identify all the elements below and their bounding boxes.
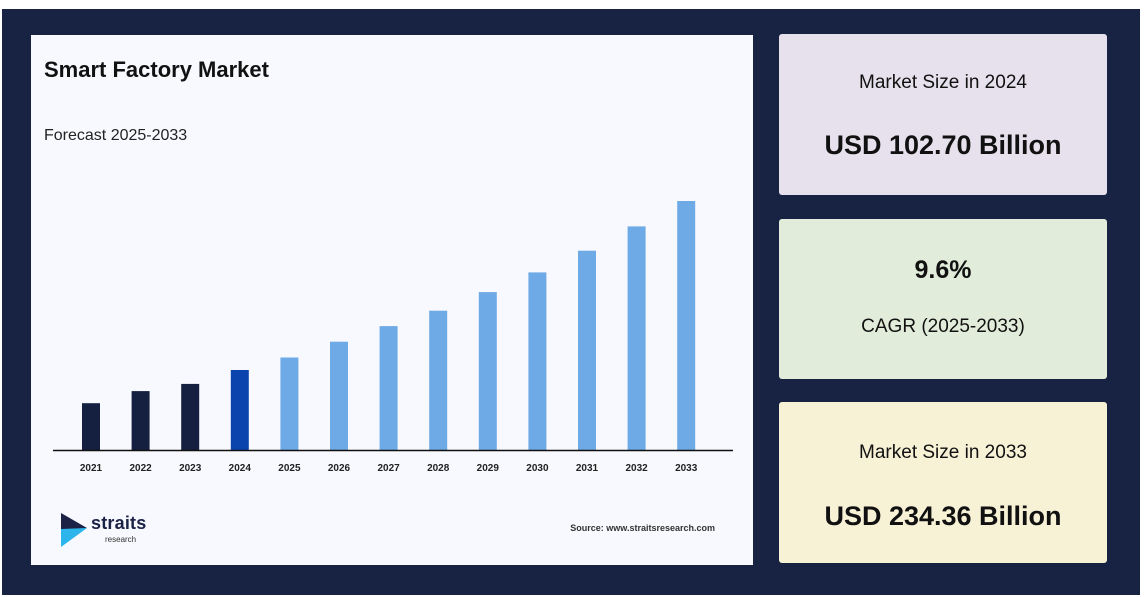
x-tick-label-2022: 2022 — [129, 463, 152, 474]
bar-2027 — [379, 326, 398, 450]
x-tick-label-2025: 2025 — [278, 463, 301, 474]
straits-logo: straits research — [59, 511, 169, 551]
infographic-frame: Smart Factory Market Forecast 2025-2033 … — [2, 9, 1140, 595]
straits-logo-icon — [61, 513, 87, 547]
bar-2030 — [528, 272, 547, 450]
x-tick-label-2029: 2029 — [477, 463, 500, 474]
market-size-2024-card: Market Size in 2024 USD 102.70 Billion — [779, 34, 1107, 195]
x-tick-label-2031: 2031 — [576, 463, 599, 474]
bar-2023 — [181, 383, 200, 450]
bar-2028 — [429, 310, 448, 450]
bar-2024 — [230, 370, 249, 450]
bar-2031 — [578, 250, 596, 450]
bar-2029 — [478, 292, 497, 450]
bar-2026 — [330, 341, 348, 450]
bar-2022 — [131, 391, 150, 450]
cagr-label: CAGR (2025-2033) — [861, 316, 1025, 337]
market-size-2033-label: Market Size in 2033 — [859, 442, 1027, 463]
market-size-2033-value: USD 234.36 Billion — [824, 501, 1062, 531]
chart-title: Smart Factory Market — [44, 57, 269, 82]
x-tick-label-2033: 2033 — [675, 463, 698, 474]
market-size-2033-card: Market Size in 2033 USD 234.36 Billion — [779, 402, 1107, 563]
logo-tagline: research — [105, 535, 137, 544]
x-tick-label-2021: 2021 — [80, 463, 103, 474]
market-size-2024-value: USD 102.70 Billion — [824, 130, 1062, 160]
x-tick-label-2030: 2030 — [526, 463, 549, 474]
bar-2032 — [627, 226, 646, 450]
x-tick-label-2028: 2028 — [427, 463, 450, 474]
source-note: Source: www.straitsresearch.com — [570, 523, 715, 533]
bar-2021 — [82, 403, 100, 450]
logo-wordmark: straits — [91, 513, 147, 533]
chart-subtitle: Forecast 2025-2033 — [44, 127, 188, 144]
x-tick-label-2027: 2027 — [377, 463, 400, 474]
market-size-2024-label: Market Size in 2024 — [859, 72, 1027, 93]
x-tick-label-2023: 2023 — [179, 463, 202, 474]
cagr-card: 9.6% CAGR (2025-2033) — [779, 219, 1107, 379]
x-tick-label-2032: 2032 — [625, 463, 648, 474]
x-tick-label-2026: 2026 — [328, 463, 351, 474]
bar-chart: 2021 2022 2023 2024 2025 2026 2027 2028 2029 2030… — [53, 201, 733, 474]
bar-2033 — [677, 201, 696, 450]
bar-2025 — [280, 357, 299, 450]
cagr-value: 9.6% — [914, 256, 972, 284]
x-tick-label-2024: 2024 — [229, 463, 252, 474]
chart-panel: Smart Factory Market Forecast 2025-2033 … — [31, 35, 753, 565]
